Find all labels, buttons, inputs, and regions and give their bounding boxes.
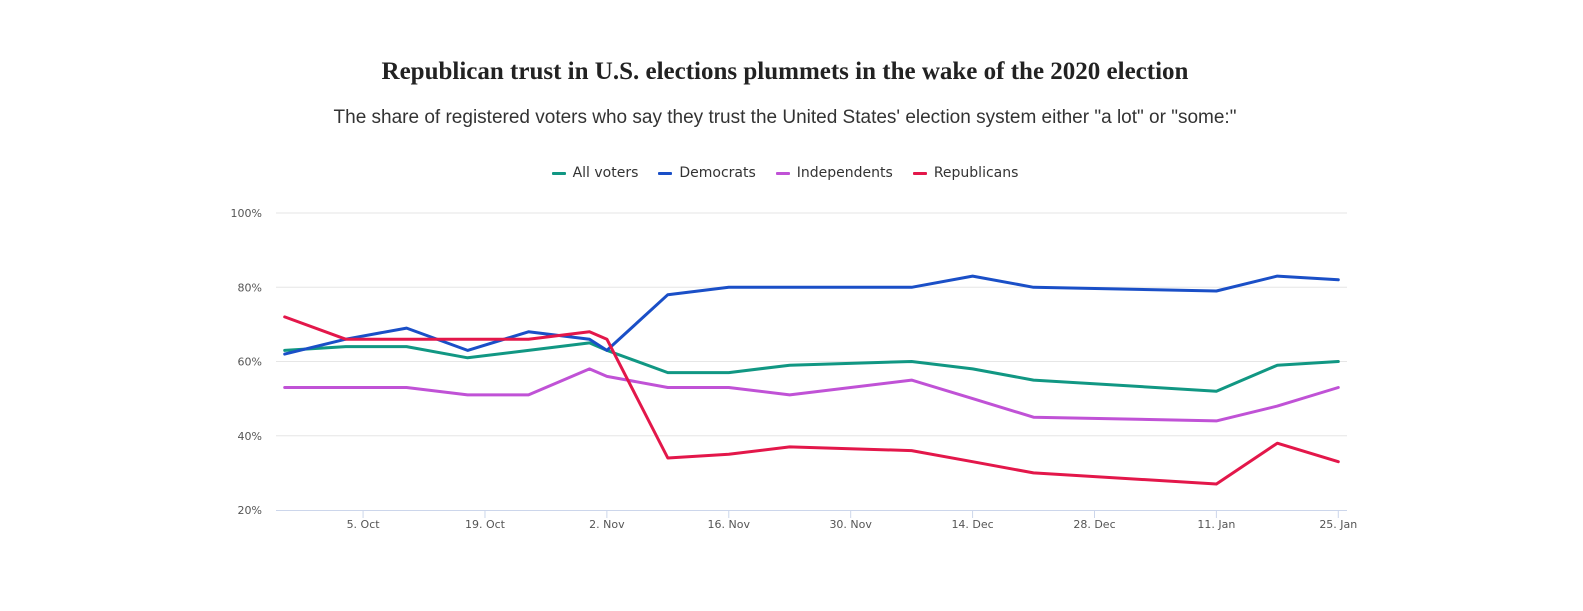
x-tick-label: 25. Jan <box>1319 518 1357 531</box>
y-tick-label: 100% <box>231 207 262 220</box>
legend-item-republicans[interactable]: Republicans <box>912 165 1019 181</box>
x-tick-label: 11. Jan <box>1197 518 1235 531</box>
x-tick-label: 5. Oct <box>347 518 381 531</box>
series-line-republicans[interactable] <box>283 315 1340 486</box>
y-tick-label: 40% <box>238 430 262 443</box>
y-tick-label: 60% <box>238 356 262 369</box>
chart-legend: All voters Democrats Independents Republica… <box>0 165 1570 181</box>
series-lines <box>283 274 1340 486</box>
series-line-independents[interactable] <box>283 367 1340 423</box>
x-tick-label: 16. Nov <box>708 518 751 531</box>
legend-item-independents[interactable]: Independents <box>775 165 893 181</box>
x-tick-label: 28. Dec <box>1073 518 1115 531</box>
series-line-all-voters[interactable] <box>283 341 1340 393</box>
legend-item-all-voters[interactable]: All voters <box>551 165 639 181</box>
legend-swatch <box>912 171 927 175</box>
x-tick-label: 2. Nov <box>589 518 625 531</box>
x-tick-label: 30. Nov <box>829 518 872 531</box>
y-tick-label: 80% <box>238 281 262 294</box>
x-tick-label: 19. Oct <box>465 518 506 531</box>
legend-label: Republicans <box>933 165 1019 181</box>
x-tick-label: 14. Dec <box>951 518 993 531</box>
y-tick-label: 20% <box>238 504 262 517</box>
legend-item-democrats[interactable]: Democrats <box>658 165 756 181</box>
legend-swatch <box>658 171 673 175</box>
series-line-democrats[interactable] <box>283 274 1340 356</box>
grid-lines <box>276 212 1347 437</box>
chart-title: Republican trust in U.S. elections plumm… <box>381 58 1189 85</box>
legend-label: Democrats <box>679 165 756 181</box>
chart-subtitle: The share of registered voters who say t… <box>333 107 1237 128</box>
legend-swatch <box>551 171 566 175</box>
legend-label: Independents <box>796 165 893 181</box>
legend-swatch <box>775 171 790 175</box>
legend-label: All voters <box>572 165 639 181</box>
axes: 20% 40% 60% 80% 100% 5. Oct 19. Oct 2. Nov 16. N… <box>231 207 1358 531</box>
